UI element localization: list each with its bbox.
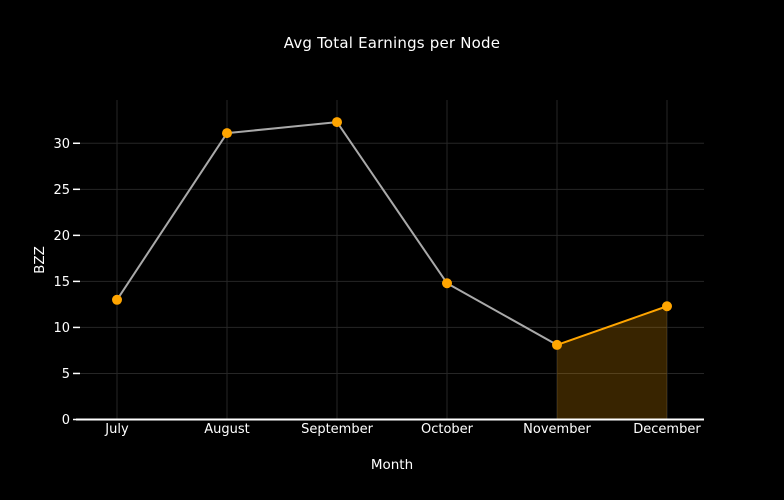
y-tick-label: 5 [62, 367, 70, 382]
data-point-november [552, 339, 562, 350]
data-point-december [662, 301, 672, 312]
series-line-projected [556, 305, 668, 346]
y-tick-label: 20 [53, 229, 70, 244]
y-tick-label: 25 [53, 183, 70, 198]
y-tick-label: 30 [53, 137, 70, 152]
data-point-july [112, 294, 122, 305]
y-axis-title: BZZ [32, 246, 48, 274]
x-tick-label: July [104, 422, 129, 437]
x-tick-label: October [421, 422, 474, 437]
y-tick-label: 15 [53, 275, 70, 290]
data-point-september [332, 117, 342, 128]
chart-title: Avg Total Earnings per Node [283, 34, 501, 52]
data-point-october [442, 278, 452, 289]
x-tick-label: September [301, 422, 374, 437]
x-tick-label: December [633, 422, 701, 437]
y-tick-label: 0 [62, 413, 70, 428]
x-axis-title: Month [370, 457, 414, 473]
x-tick-label: November [523, 422, 591, 437]
y-tick-label: 10 [53, 321, 70, 336]
projected-area-fill [557, 306, 667, 420]
data-point-august [222, 128, 232, 139]
x-tick-label: August [204, 422, 250, 437]
